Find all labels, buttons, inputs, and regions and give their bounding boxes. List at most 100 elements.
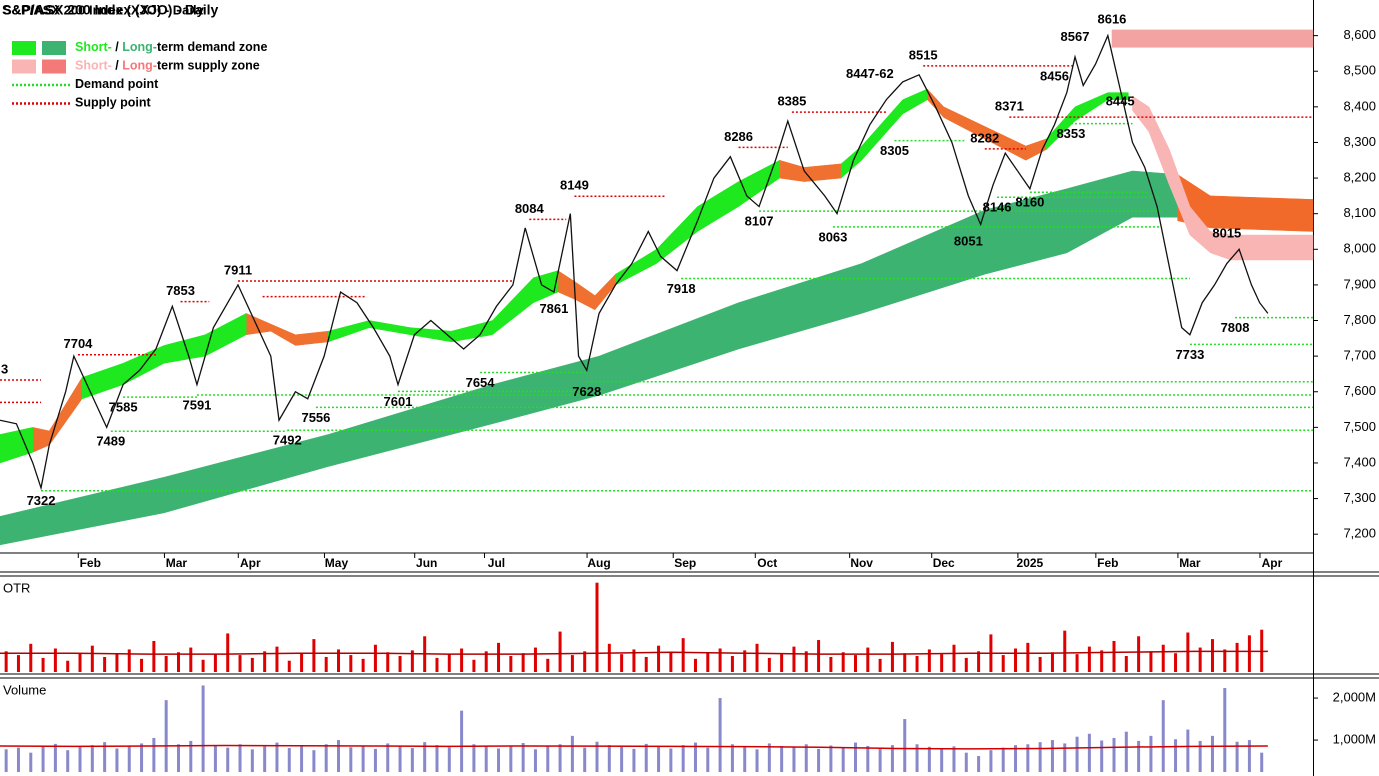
y-tick-label: 7,500 xyxy=(1343,419,1376,434)
y-tick-label: 8,400 xyxy=(1343,98,1376,113)
bar xyxy=(66,750,70,772)
bar xyxy=(127,745,131,772)
bar xyxy=(16,747,20,772)
bar xyxy=(29,752,33,772)
bar xyxy=(140,658,144,672)
bar xyxy=(1186,632,1190,672)
bar xyxy=(964,752,968,772)
y-tick-label: 7,800 xyxy=(1343,312,1376,327)
chart-title: S&P/ASX 200 Index (XJO) - Daily xyxy=(2,2,219,18)
legend-text: term demand zone xyxy=(157,40,267,54)
bar xyxy=(78,746,82,772)
price-line xyxy=(0,33,1269,491)
bar xyxy=(1063,743,1067,772)
bar xyxy=(570,655,574,672)
y-tick-label: 2,000M xyxy=(1333,690,1376,705)
bar xyxy=(337,740,341,772)
bar xyxy=(841,652,845,672)
bar xyxy=(53,648,57,672)
y-tick-label: 1,000M xyxy=(1333,732,1376,747)
legend-text: Long- xyxy=(122,59,157,73)
bar xyxy=(509,656,513,672)
x-tick-label: Mar xyxy=(1179,556,1201,570)
bar xyxy=(152,640,156,672)
bar xyxy=(1063,630,1067,672)
legend-text: Short- xyxy=(75,40,112,54)
bar xyxy=(115,654,119,672)
legend-label: Short- / Long-term demand zone xyxy=(75,40,267,54)
bar xyxy=(940,749,944,772)
bar xyxy=(1124,731,1128,772)
bar xyxy=(595,741,599,772)
bar xyxy=(312,639,316,672)
panel-title: S&P/ASX 200 Index (XJO) - Daily xyxy=(3,2,205,17)
price-label: 8160 xyxy=(1015,195,1044,210)
y-tick-label: 8,500 xyxy=(1343,63,1376,78)
price-label: 7492 xyxy=(273,433,302,448)
bar xyxy=(484,745,488,772)
bar xyxy=(558,744,562,772)
bar xyxy=(718,698,722,772)
bar xyxy=(201,659,205,672)
bar xyxy=(1223,649,1227,672)
bar xyxy=(238,744,242,772)
price-label: 7489 xyxy=(96,434,125,449)
price-label: 7918 xyxy=(667,281,696,296)
bar xyxy=(398,745,402,772)
bar xyxy=(349,655,353,672)
price-label: 7591 xyxy=(182,397,211,412)
bar xyxy=(250,657,254,672)
x-tick-label: Apr xyxy=(240,556,261,570)
bar xyxy=(410,650,414,672)
legend-label: Supply point xyxy=(75,96,152,110)
bar xyxy=(755,643,759,672)
bar xyxy=(854,742,858,772)
bar xyxy=(743,746,747,772)
price-label: 7628 xyxy=(572,384,601,399)
zone xyxy=(1046,92,1129,151)
price-label: 8051 xyxy=(954,234,983,249)
zone xyxy=(840,88,928,179)
bar xyxy=(103,656,107,672)
bar xyxy=(1174,653,1178,672)
bar xyxy=(127,649,131,672)
bar xyxy=(447,654,451,672)
y-tick-label: 8,300 xyxy=(1343,134,1376,149)
bar xyxy=(620,746,624,772)
price-label: 7853 xyxy=(166,283,195,298)
bar xyxy=(817,748,821,772)
legend-swatch xyxy=(12,59,36,74)
x-tick-label: Feb xyxy=(80,556,101,570)
bar xyxy=(386,652,390,672)
bar xyxy=(78,653,82,672)
bar xyxy=(730,744,734,772)
bar xyxy=(386,743,390,772)
y-tick-label: 7,300 xyxy=(1343,490,1376,505)
bar xyxy=(373,644,377,672)
bar xyxy=(1198,647,1202,672)
bar xyxy=(693,658,697,672)
bar xyxy=(1100,740,1104,772)
bar xyxy=(804,744,808,772)
x-tick-label: Dec xyxy=(933,556,955,570)
bar xyxy=(1050,740,1054,772)
y-tick-label: 7,900 xyxy=(1343,276,1376,291)
bar xyxy=(1075,654,1079,672)
y-tick-label: 7,700 xyxy=(1343,348,1376,363)
bar xyxy=(300,745,304,772)
bar xyxy=(521,653,525,672)
bar xyxy=(41,745,45,772)
bar xyxy=(792,646,796,672)
bar xyxy=(1235,741,1239,772)
bar xyxy=(213,745,217,772)
bar xyxy=(878,658,882,672)
bar xyxy=(103,742,107,772)
bar xyxy=(287,660,291,672)
price-label: 8305 xyxy=(880,143,909,158)
bar xyxy=(1149,651,1153,672)
bar xyxy=(435,657,439,672)
average-line xyxy=(0,744,1268,750)
bar xyxy=(1026,642,1030,672)
x-tick-label: 2025 xyxy=(1017,556,1044,570)
